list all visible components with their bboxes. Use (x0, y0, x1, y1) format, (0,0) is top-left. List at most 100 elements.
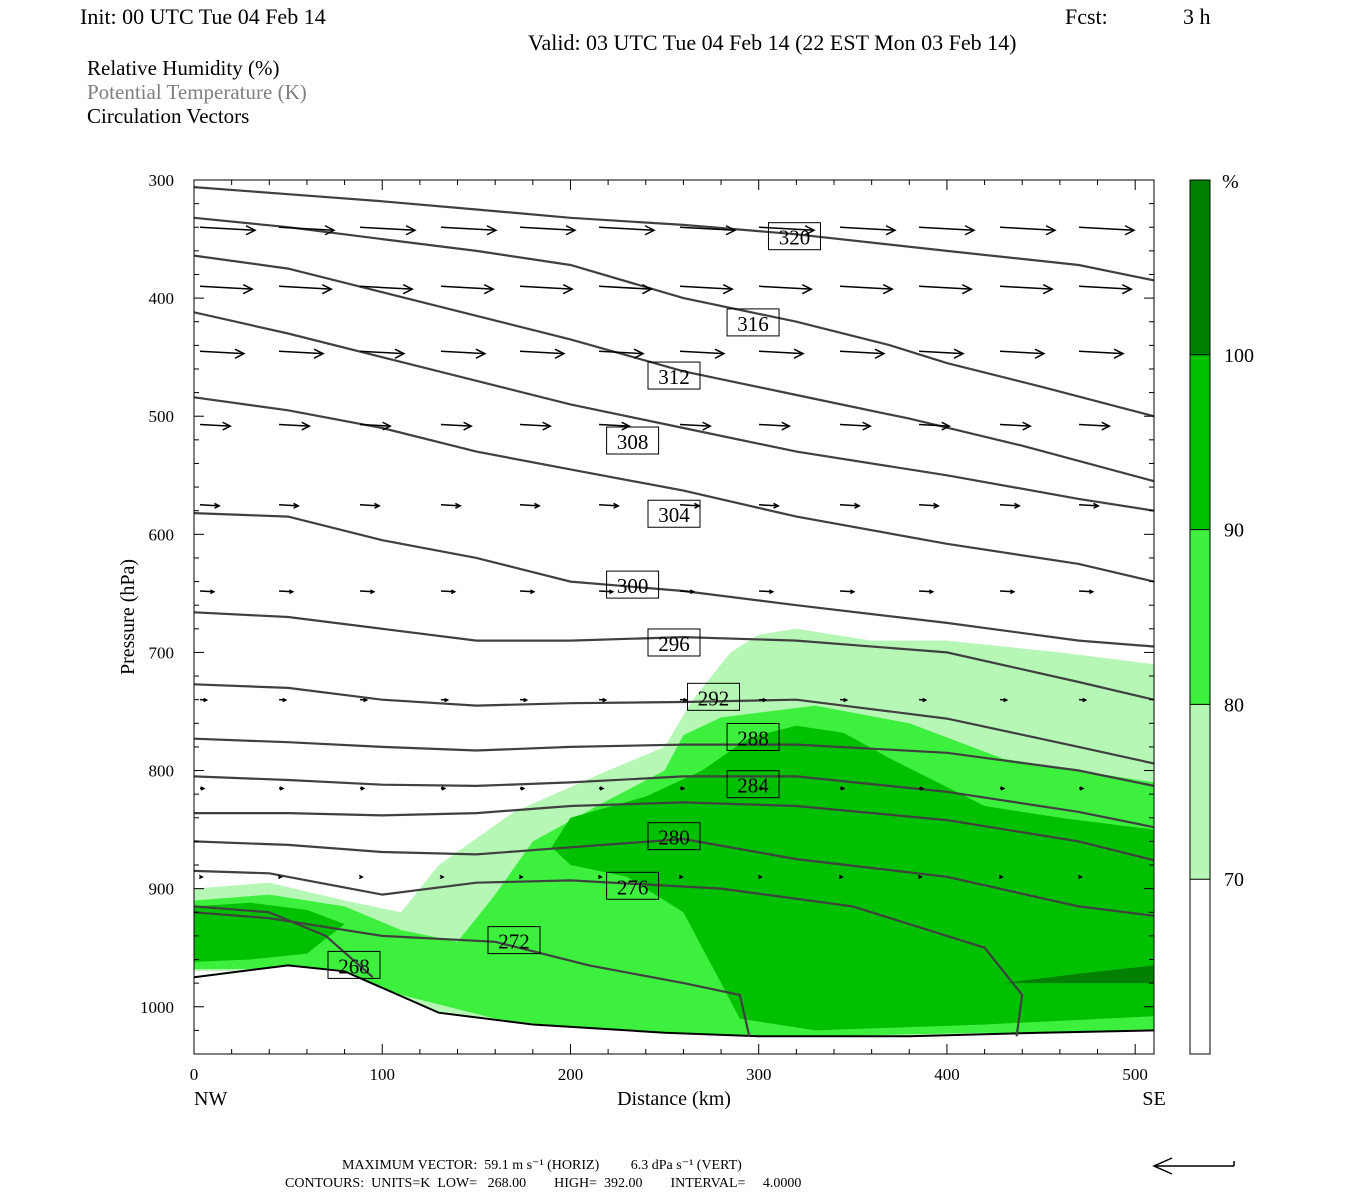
vector-head (874, 348, 886, 359)
vector-head (450, 589, 457, 595)
y-tick-label: 900 (149, 880, 175, 899)
contour-label-280: 280 (647, 822, 701, 851)
valid-time: Valid: 03 UTC Tue 04 Feb 14 (22 EST Mon … (528, 30, 1017, 55)
vector-shaft (999, 226, 1056, 231)
circulation-vector (759, 786, 765, 791)
vector-head (444, 697, 450, 703)
ground-mask (194, 965, 1154, 1054)
footer-contours: CONTOURS: UNITS=K LOW= 268.00 HIGH= 392.… (285, 1176, 802, 1191)
circulation-vector (599, 421, 631, 431)
vector-shaft (519, 590, 534, 593)
vector-head (801, 283, 813, 295)
circulation-vector (759, 283, 813, 295)
colorbar-seg-90 (1190, 354, 1210, 530)
contour-label-text: 276 (617, 875, 649, 899)
vector-shaft (199, 350, 245, 355)
vector-head (405, 225, 417, 236)
vector-head (234, 348, 246, 359)
theta-contour-316 (194, 254, 1154, 483)
vector-shaft (1079, 504, 1099, 507)
theta-contour-288 (194, 775, 1154, 829)
vector-head (694, 502, 701, 509)
vector-head (1014, 502, 1021, 509)
circulation-vector (919, 348, 965, 359)
vector-head (198, 874, 204, 880)
vector-head (838, 874, 844, 880)
vector-shaft (279, 226, 335, 231)
vector-head (455, 502, 462, 509)
vector-head (1077, 874, 1083, 880)
circulation-vector (519, 697, 529, 703)
circulation-vector (279, 283, 333, 295)
vector-head (759, 786, 765, 791)
circulation-vector (919, 225, 976, 236)
contour-label-272: 272 (487, 926, 541, 955)
vector-head (683, 697, 689, 703)
colorbar-label: 100 (1224, 345, 1254, 367)
vector-head (849, 589, 856, 595)
circulation-vector (838, 874, 844, 880)
contour-label-296: 296 (647, 628, 701, 657)
circulation-vector (839, 697, 849, 703)
circulation-vector (599, 348, 645, 359)
vector-shaft (440, 423, 472, 427)
vector-head (1093, 502, 1100, 509)
circulation-vector (440, 786, 447, 791)
vector-head (463, 421, 473, 431)
footer-max-vector: MAXIMUM VECTOR: 59.1 m s⁻¹ (HORIZ) 6.3 d… (342, 1158, 742, 1173)
contour-label-box (687, 682, 741, 711)
contour-label-box (726, 722, 780, 751)
vector-shaft (839, 285, 893, 290)
vector-shaft (679, 226, 736, 231)
vector-head (953, 348, 965, 359)
contour-label-text: 308 (617, 430, 649, 454)
circulation-vector (999, 786, 1006, 791)
circulation-vector (359, 225, 417, 236)
vector-head (882, 283, 894, 295)
vector-head (394, 348, 406, 359)
circulation-vector (999, 348, 1046, 359)
vector-shaft (359, 226, 416, 231)
circulation-vector (519, 421, 552, 431)
vector-head (917, 874, 923, 880)
circulation-vector (358, 874, 364, 880)
vector-head (854, 502, 861, 509)
vector-shaft (440, 226, 496, 231)
vector-head (757, 874, 763, 880)
vector-head (1003, 697, 1009, 703)
plot-frame (193, 179, 1155, 1055)
vector-shaft (279, 423, 310, 427)
vector-head (769, 589, 775, 595)
x-tick-label: 0 (190, 1065, 199, 1084)
circulation-vector (440, 283, 495, 295)
colorbar-seg-80 (1190, 529, 1210, 705)
y-tick-label: 700 (149, 643, 175, 662)
vector-shaft (359, 285, 413, 290)
vector-head (534, 502, 541, 509)
circulation-vector (277, 874, 283, 880)
vector-shaft (759, 504, 779, 507)
vector-shaft (519, 423, 551, 427)
vector-shaft (759, 285, 812, 290)
x-tick-label: 200 (558, 1065, 584, 1084)
vector-head (475, 348, 487, 359)
contour-label-292: 292 (687, 682, 741, 711)
contour-label-text: 272 (498, 930, 530, 954)
vector-head (439, 874, 445, 880)
vector-head (602, 697, 608, 703)
vector-head (245, 225, 257, 236)
vector-shaft (839, 504, 860, 507)
circulation-vector (919, 421, 951, 431)
circulation-vector (759, 502, 780, 509)
circulation-vector (999, 421, 1032, 431)
colorbar-seg-100 (1190, 180, 1210, 355)
contour-label-text: 288 (737, 726, 769, 750)
vector-shaft (1079, 423, 1110, 427)
circulation-vector (999, 697, 1009, 703)
circulation-vector (679, 786, 686, 791)
vector-shaft (1079, 350, 1124, 355)
circulation-vector (359, 348, 406, 359)
vector-head (1082, 697, 1088, 703)
vector-head (804, 225, 816, 236)
